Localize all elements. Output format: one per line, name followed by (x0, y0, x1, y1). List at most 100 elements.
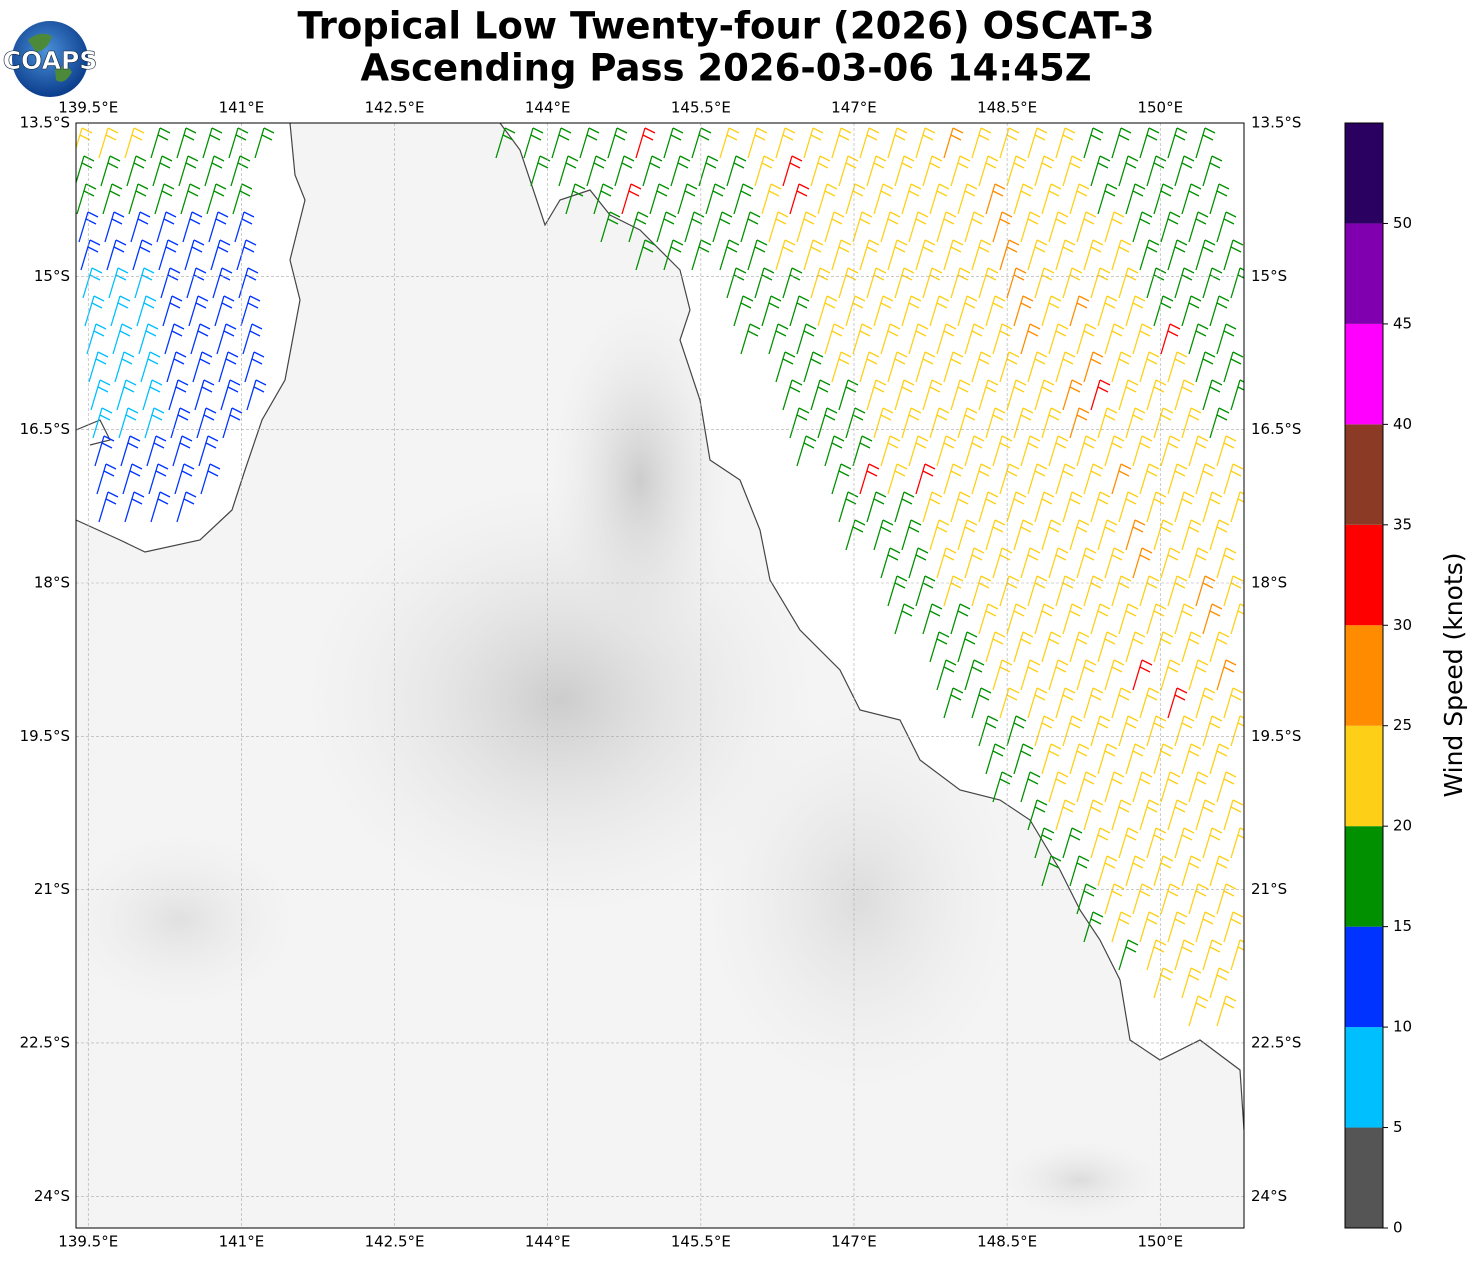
wind-barb (1223, 239, 1244, 271)
wind-barb (104, 211, 125, 243)
wind-barb (1132, 771, 1153, 803)
wind-barb (1160, 211, 1181, 243)
wind-barb (198, 435, 219, 467)
wind-barb (140, 351, 161, 383)
wind-barb (1167, 575, 1188, 607)
wind-barb (943, 575, 964, 607)
wind-barb (1104, 771, 1125, 803)
wind-barb (1041, 295, 1062, 327)
wind-barb (1202, 603, 1223, 635)
wind-barb (957, 631, 978, 663)
x-tick-label: 142.5°E (365, 1233, 425, 1251)
wind-barb (182, 211, 203, 243)
wind-barb (789, 407, 810, 439)
wind-barb (866, 491, 887, 523)
wind-barb (1055, 687, 1076, 719)
wind-barb (908, 211, 929, 243)
wind-barb (1076, 771, 1097, 803)
wind-barb (964, 211, 985, 243)
wind-barb (1055, 239, 1076, 271)
wind-barb (1062, 379, 1083, 411)
wind-barb (1174, 379, 1195, 411)
wind-barb (1104, 323, 1125, 355)
wind-barb (1167, 239, 1188, 271)
wind-barb (1223, 911, 1244, 943)
wind-barb (1132, 883, 1153, 915)
wind-barb (859, 351, 880, 383)
wind-barb (558, 155, 579, 187)
colorbar-tick-label: 20 (1393, 817, 1412, 835)
wind-barb (1174, 491, 1195, 523)
wind-barb (1097, 743, 1118, 775)
wind-barb (164, 323, 185, 355)
map-background (76, 123, 1244, 1228)
wind-barb (1069, 295, 1090, 327)
wind-barb (943, 463, 964, 495)
wind-barb (936, 211, 957, 243)
wind-barb (978, 715, 999, 747)
wind-barb (887, 127, 908, 159)
wind-barb (144, 407, 165, 439)
wind-barb (184, 239, 205, 271)
wind-barb (852, 435, 873, 467)
wind-barb (915, 463, 936, 495)
wind-barb (929, 519, 950, 551)
wind-barb (196, 407, 217, 439)
wind-barb (796, 211, 817, 243)
wind-barb (1181, 519, 1202, 551)
wind-barb (530, 155, 551, 187)
wind-barb (1223, 687, 1244, 719)
y-tick-label: 16.5°S (1251, 420, 1301, 438)
wind-barb (901, 407, 922, 439)
wind-barb (192, 351, 213, 383)
wind-barb (1167, 351, 1188, 383)
wind-barb (1230, 939, 1244, 971)
wind-barb (1181, 407, 1202, 439)
wind-barb (1020, 547, 1041, 579)
wind-barb (1195, 687, 1216, 719)
wind-barb (1174, 939, 1195, 971)
wind-barb (1027, 351, 1048, 383)
wind-barb (1216, 435, 1237, 467)
wind-barb (1202, 379, 1223, 411)
wind-barb (950, 491, 971, 523)
wind-barb (1034, 155, 1055, 187)
wind-barb (845, 519, 866, 551)
wind-barb (845, 183, 866, 215)
wind-barb (1076, 435, 1097, 467)
wind-barb (684, 211, 705, 243)
wind-barb (733, 295, 754, 327)
wind-barb (1111, 911, 1132, 943)
wind-barb (712, 211, 733, 243)
wind-barb (642, 155, 663, 187)
wind-barb (1118, 939, 1139, 971)
wind-barb (1209, 519, 1230, 551)
wind-barb (985, 631, 1006, 663)
wind-barb (208, 211, 229, 243)
wind-barb (194, 379, 215, 411)
colorbar-tick-label: 50 (1393, 214, 1412, 232)
wind-barb (628, 211, 649, 243)
wind-barb (1230, 379, 1244, 411)
wind-barb (971, 127, 992, 159)
wind-barb (90, 379, 111, 411)
wind-barb (929, 183, 950, 215)
wind-barb (831, 127, 852, 159)
wind-barb (1034, 715, 1055, 747)
wind-barb (950, 155, 971, 187)
wind-barb (108, 267, 129, 299)
wind-barb (971, 463, 992, 495)
x-tick-label: 139.5°E (58, 1233, 118, 1251)
wind-barb (178, 155, 199, 187)
wind-barb (1090, 603, 1111, 635)
wind-barb (1125, 855, 1146, 887)
wind-barb (740, 323, 761, 355)
wind-barb (88, 351, 109, 383)
wind-barb (1062, 267, 1083, 299)
wind-barb (1139, 799, 1160, 831)
wind-barb (964, 659, 985, 691)
wind-barb (866, 267, 887, 299)
wind-barb (985, 183, 1006, 215)
wind-barb (1111, 239, 1132, 271)
wind-barb (112, 323, 133, 355)
